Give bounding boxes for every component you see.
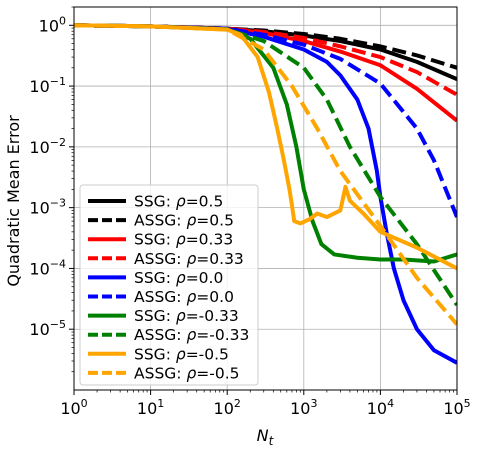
y-tick-label: 10−2 [29,136,66,157]
x-tick-label: 104 [367,397,394,418]
legend-label: ASSG: ρ=-0.5 [134,364,240,382]
series-line-9 [74,23,457,271]
legend-label: ASSG: ρ=0.0 [134,288,234,306]
ticks [69,6,458,395]
series-group [74,23,457,365]
x-tick-label: 100 [60,397,87,418]
plot-frame [73,6,458,391]
x-tick-label: 103 [290,397,317,418]
y-tick-label: 10−3 [29,197,66,218]
x-axis-label: Nt [257,426,275,448]
legend-label: ASSG: ρ=-0.33 [134,326,249,344]
series-line-5 [74,23,457,365]
series-line-8 [74,23,457,307]
y-tick-label: 10−1 [29,75,66,96]
x-tick-label: 102 [214,397,241,418]
x-tick-label: 105 [443,397,470,418]
legend-label: ASSG: ρ=0.33 [134,250,244,268]
tick-labels: 100 101 102 103 104 105 100 10−1 10−2 10−3 10−4 10−… [29,14,470,418]
y-tick-label: 10−4 [29,257,66,278]
legend-label: SSG: ρ=0.0 [134,269,223,287]
y-tick-label: 100 [39,14,66,35]
y-tick-label: 10−5 [29,318,66,339]
legend-label: ASSG: ρ=0.5 [134,212,234,230]
legend-label: SSG: ρ=0.5 [134,193,223,211]
legend-label: SSG: ρ=-0.33 [134,307,239,325]
legend-label: SSG: ρ=-0.5 [134,345,229,363]
x-tick-label: 101 [137,397,164,418]
series-line-10 [74,23,457,326]
series-line-6 [74,23,457,218]
y-axis-label: Quadratic Mean Error [4,115,23,287]
legend-label: SSG: ρ=0.33 [134,231,233,249]
